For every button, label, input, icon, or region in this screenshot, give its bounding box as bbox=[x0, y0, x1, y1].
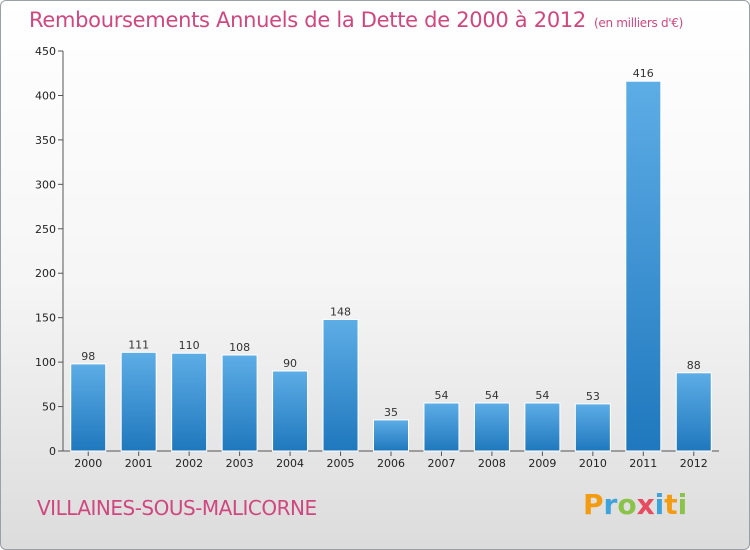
bar-value-label: 108 bbox=[229, 341, 250, 354]
logo-letter: o bbox=[617, 488, 637, 521]
bar-value-label: 111 bbox=[128, 338, 149, 351]
bars: 98 111 110 108 90 148 35 54 54 54 53 416 88 bbox=[70, 67, 712, 452]
logo-letter: P bbox=[583, 488, 604, 521]
x-tick-label: 2008 bbox=[478, 457, 506, 470]
x-tick-label: 2001 bbox=[125, 457, 153, 470]
y-tick-label: 100 bbox=[35, 356, 56, 369]
bar-value-label: 110 bbox=[179, 339, 200, 352]
logo-letter: i bbox=[677, 488, 688, 521]
bar-2012 bbox=[675, 372, 712, 452]
y-tick-label: 350 bbox=[35, 134, 56, 147]
bar-2005 bbox=[322, 318, 359, 452]
x-tick-label: 2011 bbox=[629, 457, 657, 470]
x-tick-label: 2000 bbox=[74, 457, 102, 470]
bar-2002 bbox=[171, 352, 208, 452]
logo-letter: r bbox=[603, 488, 618, 521]
x-tick-label: 2005 bbox=[327, 457, 355, 470]
proxiti-logo: Proxiti bbox=[583, 488, 687, 521]
x-tick-label: 2004 bbox=[276, 457, 304, 470]
x-tick-label: 2003 bbox=[226, 457, 254, 470]
bar-2006 bbox=[373, 419, 409, 452]
x-tick-label: 2010 bbox=[579, 457, 607, 470]
y-tick-label: 400 bbox=[35, 89, 56, 102]
bar-2009 bbox=[524, 402, 561, 452]
bar-value-label: 54 bbox=[535, 389, 549, 402]
bar-2010 bbox=[574, 403, 611, 452]
bar-value-label: 35 bbox=[384, 406, 398, 419]
bar-value-label: 88 bbox=[687, 359, 701, 372]
x-tick-label: 2009 bbox=[528, 457, 556, 470]
bar-2000 bbox=[70, 363, 107, 452]
logo-letter: x bbox=[636, 488, 655, 521]
logo-letter: i bbox=[654, 488, 665, 521]
commune-name: VILLAINES-SOUS-MALICORNE bbox=[37, 496, 317, 520]
bar-value-label: 54 bbox=[485, 389, 499, 402]
axes: 0 50 100 150 200 250 300 350 400 450 2000 2001 2002 2… bbox=[35, 45, 719, 470]
x-tick-label: 2006 bbox=[377, 457, 405, 470]
y-tick-label: 0 bbox=[49, 445, 56, 458]
bar-value-label: 53 bbox=[586, 390, 600, 403]
x-tick-label: 2007 bbox=[427, 457, 455, 470]
bar-2004 bbox=[272, 370, 309, 452]
logo-letter: t bbox=[664, 488, 678, 521]
y-tick-label: 250 bbox=[35, 223, 56, 236]
title-unit: (en milliers d'€) bbox=[594, 16, 684, 30]
bar-value-label: 90 bbox=[283, 357, 297, 370]
bar-2007 bbox=[423, 402, 460, 452]
x-tick-label: 2012 bbox=[680, 457, 708, 470]
y-tick-label: 150 bbox=[35, 312, 56, 325]
bar-2011 bbox=[625, 80, 662, 452]
title-text: Remboursements Annuels de la Dette de 20… bbox=[29, 8, 586, 32]
y-tick-label: 50 bbox=[42, 401, 56, 414]
bar-2008 bbox=[473, 402, 510, 452]
x-tick-label: 2002 bbox=[175, 457, 203, 470]
bar-value-label: 98 bbox=[81, 350, 95, 363]
y-tick-label: 450 bbox=[35, 45, 56, 58]
bar-value-label: 148 bbox=[330, 305, 351, 318]
y-tick-label: 200 bbox=[35, 267, 56, 280]
chart-title: Remboursements Annuels de la Dette de 20… bbox=[29, 8, 683, 32]
bar-2001 bbox=[120, 351, 157, 452]
bar-value-label: 416 bbox=[633, 67, 654, 80]
bar-value-label: 54 bbox=[434, 389, 448, 402]
y-tick-label: 300 bbox=[35, 178, 56, 191]
bar-2003 bbox=[221, 354, 258, 452]
